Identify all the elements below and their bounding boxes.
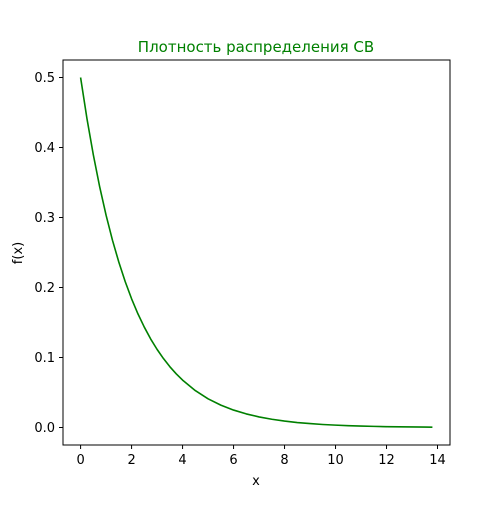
y-tick-label: 0.5 <box>34 71 55 86</box>
x-tick-label: 2 <box>127 453 135 468</box>
x-axis-label: x <box>252 474 260 489</box>
x-axis: 0 2 4 6 8 10 12 14 <box>76 445 446 468</box>
y-axis-label: f(x) <box>11 242 26 264</box>
x-tick-label: 4 <box>178 453 186 468</box>
x-tick-label: 14 <box>429 453 446 468</box>
chart-title: Плотность распределения СВ <box>138 38 374 56</box>
y-tick-label: 0.1 <box>34 351 55 366</box>
y-tick-label: 0.2 <box>34 281 55 296</box>
plot-frame <box>62 59 451 446</box>
y-axis: 0.0 0.1 0.2 0.3 0.4 0.5 <box>34 71 63 436</box>
y-tick-label: 0.0 <box>34 421 55 436</box>
x-tick-label: 6 <box>229 453 237 468</box>
y-tick-label: 0.3 <box>34 211 55 226</box>
x-tick-label: 10 <box>327 453 344 468</box>
series-line <box>79 77 433 428</box>
series-layer <box>79 77 433 428</box>
x-tick-label: 0 <box>76 453 84 468</box>
x-tick-label: 8 <box>280 453 288 468</box>
x-tick-label: 12 <box>378 453 395 468</box>
y-tick-label: 0.4 <box>34 141 55 156</box>
